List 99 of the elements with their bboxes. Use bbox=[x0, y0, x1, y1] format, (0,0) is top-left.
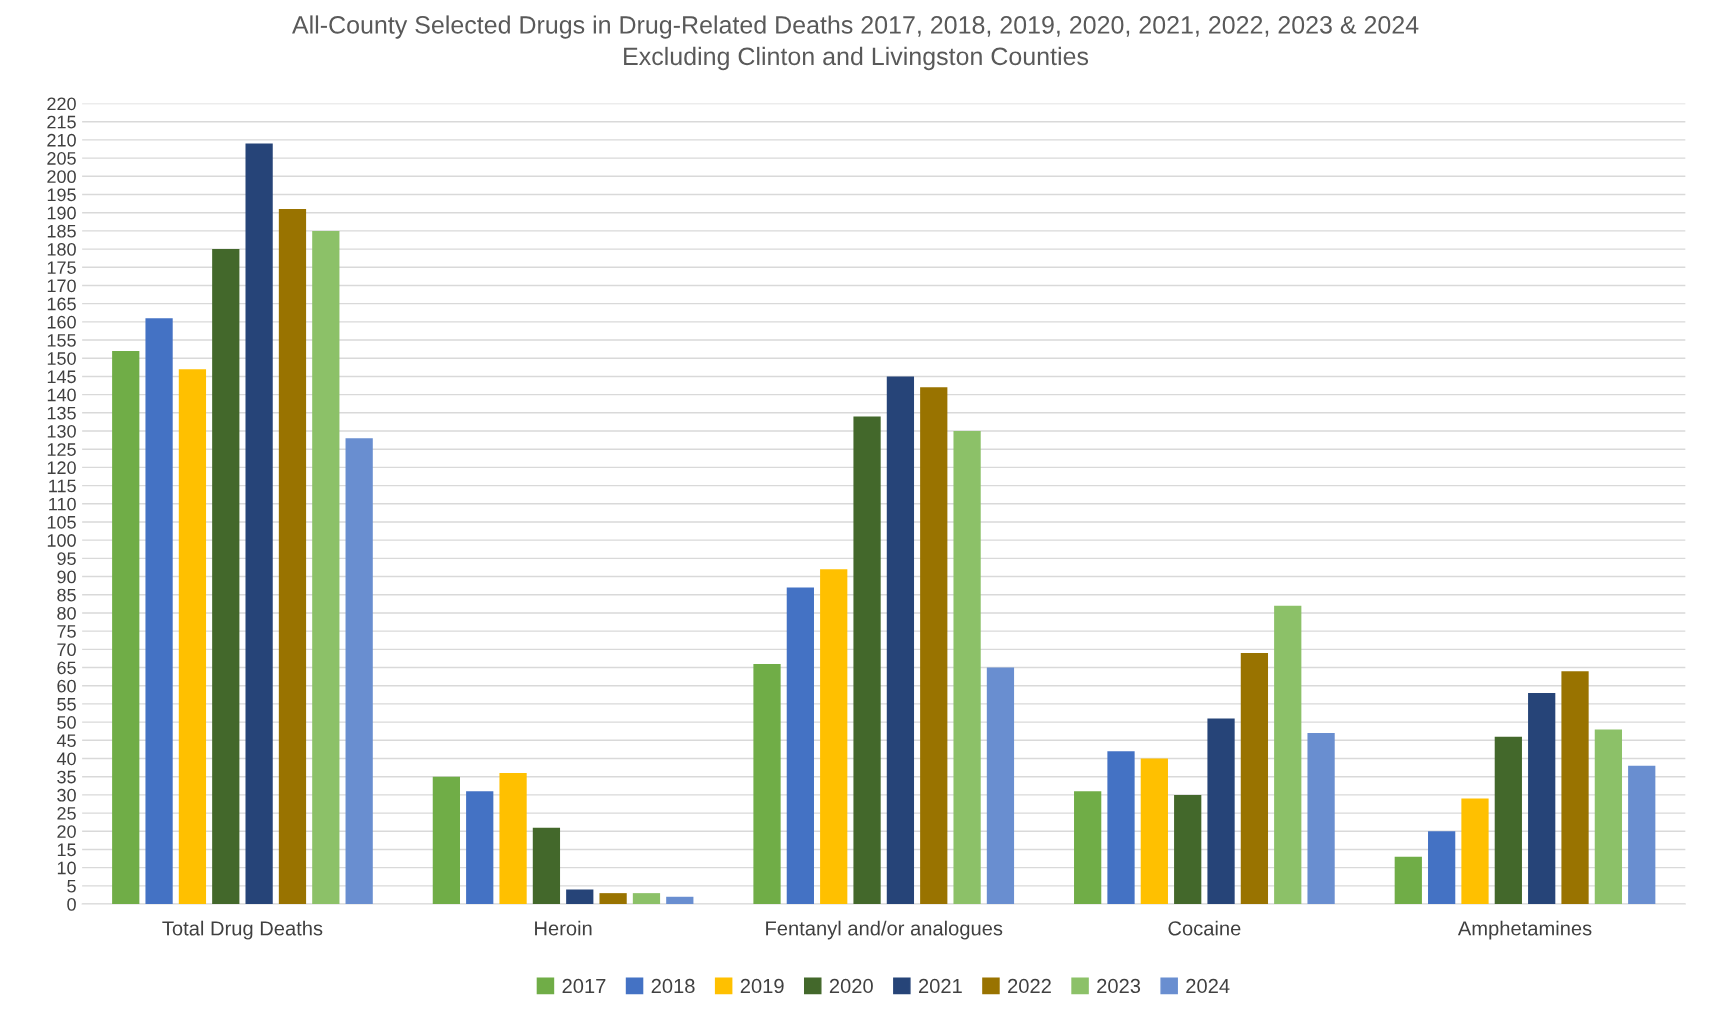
y-tick-label: 110 bbox=[49, 497, 76, 511]
y-tick-label: 40 bbox=[56, 752, 76, 766]
y-tick-label: 95 bbox=[57, 552, 76, 566]
y-tick-label: 85 bbox=[57, 588, 76, 602]
y-tick-label: 195 bbox=[47, 188, 76, 202]
y-tick-label: 70 bbox=[57, 643, 76, 657]
y-tick-label: 90 bbox=[57, 570, 76, 584]
y-tick-label: 190 bbox=[47, 206, 76, 220]
bar bbox=[1140, 758, 1168, 905]
y-tick-label: 0 bbox=[67, 897, 76, 911]
y-tick-label: 165 bbox=[47, 297, 76, 311]
bar bbox=[986, 667, 1015, 905]
y-tick-label: 140 bbox=[47, 388, 76, 402]
bar bbox=[212, 249, 240, 905]
y-tick-label: 80 bbox=[57, 606, 76, 620]
x-tick-label: Amphetamines bbox=[1457, 920, 1592, 940]
bar bbox=[566, 889, 594, 905]
bar bbox=[1207, 718, 1235, 905]
y-tick-label: 20 bbox=[57, 825, 76, 838]
y-tick-label: 130 bbox=[47, 424, 76, 438]
bar bbox=[1307, 733, 1335, 905]
bar bbox=[1494, 736, 1522, 905]
bar bbox=[1428, 831, 1456, 905]
legend-label: 2018 bbox=[651, 978, 695, 994]
y-tick-label: 50 bbox=[57, 716, 76, 729]
bar bbox=[278, 209, 307, 905]
bar bbox=[886, 376, 915, 905]
y-tick-label: 185 bbox=[47, 224, 76, 238]
legend-label: 2024 bbox=[1186, 978, 1230, 994]
chart-title: All-County Selected Drugs in Drug-Related Deaths 2017, 2018, 2019, 2020, 2021, 2022, 2023 & 2024 Excluding Clinton and Livingston Counties bbox=[292, 15, 1419, 71]
bar bbox=[920, 387, 948, 905]
y-tick-label: 115 bbox=[49, 479, 76, 493]
y-tick-label: 25 bbox=[57, 807, 76, 820]
bar bbox=[112, 350, 140, 905]
bar bbox=[1174, 794, 1202, 905]
y-tick-label: 55 bbox=[57, 698, 76, 711]
bar bbox=[820, 569, 848, 905]
bar bbox=[145, 318, 173, 905]
x-tick-label: Fentanyl and/or analogues bbox=[766, 920, 1003, 940]
bar bbox=[853, 416, 881, 905]
bar bbox=[1461, 798, 1489, 905]
bar bbox=[786, 587, 814, 905]
y-tick-label: 150 bbox=[47, 352, 76, 365]
bar bbox=[466, 791, 494, 905]
bar bbox=[245, 143, 273, 905]
y-tick-label: 65 bbox=[57, 661, 76, 675]
x-tick-label: Total Drug Deaths bbox=[162, 920, 323, 940]
bar bbox=[345, 438, 373, 905]
bar bbox=[1074, 791, 1102, 905]
y-tick-label: 210 bbox=[47, 133, 76, 147]
y-tick-label: 105 bbox=[47, 515, 76, 529]
bar bbox=[1274, 605, 1302, 905]
bar bbox=[1107, 751, 1135, 905]
x-tick-label: Heroin bbox=[535, 920, 592, 936]
y-tick-label: 170 bbox=[47, 279, 76, 293]
bar bbox=[632, 893, 661, 905]
bar bbox=[1394, 856, 1422, 905]
bar bbox=[753, 663, 781, 905]
y-tick-label: 125 bbox=[47, 443, 76, 456]
bar bbox=[1528, 693, 1556, 905]
y-tick-label: 120 bbox=[47, 461, 76, 475]
legend-label: 2019 bbox=[740, 978, 784, 994]
legend-label: 2022 bbox=[1008, 978, 1051, 994]
y-tick-label: 100 bbox=[47, 534, 76, 547]
y-tick-label: 180 bbox=[47, 243, 76, 256]
bar bbox=[666, 896, 694, 905]
y-tick-label: 205 bbox=[47, 152, 76, 165]
bar bbox=[532, 827, 561, 905]
y-tick-label: 145 bbox=[47, 370, 76, 384]
y-tick-label: 220 bbox=[47, 97, 76, 111]
bar bbox=[599, 893, 627, 905]
y-tick-label: 45 bbox=[56, 734, 76, 748]
x-tick-label: Cocaine bbox=[1168, 920, 1241, 936]
y-tick-label: 30 bbox=[57, 788, 76, 802]
y-tick-label: 10 bbox=[57, 861, 76, 875]
bar bbox=[1594, 729, 1623, 905]
y-tick-label: 75 bbox=[57, 625, 76, 638]
legend-label: 2021 bbox=[918, 978, 962, 994]
bar bbox=[432, 776, 460, 905]
y-tick-label: 215 bbox=[47, 115, 76, 129]
bar bbox=[1628, 765, 1656, 905]
y-tick-label: 135 bbox=[47, 406, 76, 420]
bar bbox=[1240, 652, 1269, 905]
y-tick-label: 5 bbox=[67, 879, 76, 893]
y-tick-label: 200 bbox=[47, 170, 76, 184]
y-tick-label: 160 bbox=[47, 315, 76, 329]
legend-label: 2023 bbox=[1097, 978, 1141, 994]
bar bbox=[1561, 671, 1589, 905]
y-tick-label: 155 bbox=[47, 334, 76, 347]
legend-label: 2020 bbox=[829, 978, 873, 994]
y-tick-label: 35 bbox=[57, 770, 76, 784]
legend-label: 2017 bbox=[562, 978, 606, 994]
bar bbox=[953, 431, 981, 905]
bar bbox=[312, 230, 340, 905]
bar bbox=[499, 773, 527, 905]
y-tick-label: 15 bbox=[57, 843, 76, 857]
y-tick-label: 60 bbox=[57, 679, 76, 693]
y-tick-label: 175 bbox=[47, 261, 76, 274]
bar bbox=[178, 369, 207, 905]
